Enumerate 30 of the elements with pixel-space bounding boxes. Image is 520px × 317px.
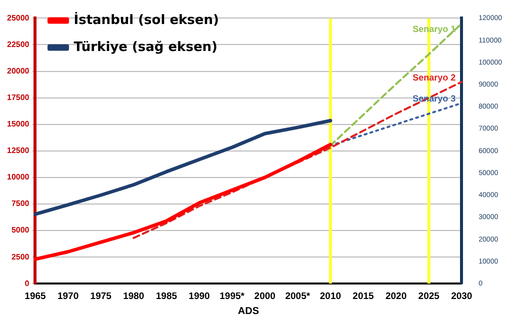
x-tick-label: 1970 xyxy=(57,290,79,302)
legend-label: İstanbul (sol eksen) xyxy=(74,10,219,28)
line-series xyxy=(329,22,463,147)
x-tick-label: 2025 xyxy=(418,290,440,302)
y-tick-label: 20000 xyxy=(6,66,30,76)
x-tick-label: 1975 xyxy=(90,290,112,302)
x-tick-label: 2000 xyxy=(254,290,276,302)
x-tick-label: 1995* xyxy=(220,290,245,302)
y-tick-label: 17500 xyxy=(6,93,30,102)
y-tick-label: 5000 xyxy=(11,226,30,235)
x-tick-label: 1965 xyxy=(24,290,47,302)
y-tick-label: 25000 xyxy=(6,13,30,22)
y-tick-label: 2500 xyxy=(11,252,30,262)
y-tick-label: 0 xyxy=(24,278,30,288)
legend-label: Türkiye (sağ eksen) xyxy=(74,40,218,55)
y-tick-label: 7500 xyxy=(11,199,30,208)
x-tick-label: 2030 xyxy=(451,290,472,302)
x-tick-label: 1990 xyxy=(188,290,210,302)
x-axis-title: ADS xyxy=(238,306,260,317)
y-tick-label: 10000 xyxy=(6,172,30,182)
x-tick-label: 2015 xyxy=(352,290,375,302)
x-tick-label: 2020 xyxy=(385,290,407,302)
x-tick-label: 1980 xyxy=(123,290,144,302)
y-tick-label: 15000 xyxy=(6,120,30,129)
y-tick-label: 22500 xyxy=(6,40,30,49)
line-series xyxy=(132,80,463,239)
x-tick-label: 2010 xyxy=(320,290,342,302)
x-tick-label: 1985 xyxy=(156,290,178,302)
x-tick-label: 2005* xyxy=(285,290,310,302)
y-tick-label: 12500 xyxy=(6,146,30,156)
